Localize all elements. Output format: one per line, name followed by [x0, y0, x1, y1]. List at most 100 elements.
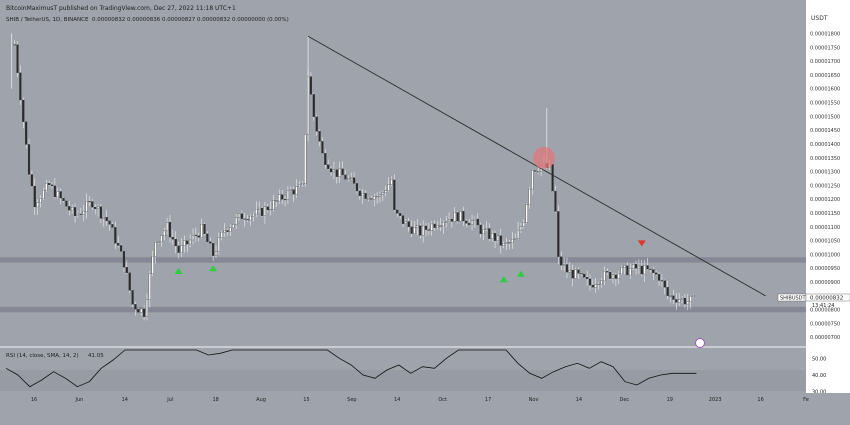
candle-body [378, 194, 382, 197]
candle-body [611, 274, 615, 279]
candle-body [99, 206, 102, 219]
candle-body [424, 225, 428, 230]
price-tick-label: 0.00001250 [810, 183, 840, 189]
candle-body [16, 44, 19, 73]
candle-body [191, 234, 195, 241]
candle-body [246, 219, 249, 221]
candle-body [137, 309, 140, 313]
candle-body [330, 168, 333, 173]
candle-body [577, 269, 580, 274]
candle-body [620, 267, 623, 275]
candle-body [436, 225, 439, 228]
candle-body [384, 190, 387, 193]
time-tick-label: 16 [31, 397, 37, 403]
candle-body [517, 229, 520, 239]
candle-body [183, 240, 186, 246]
candle-body [50, 184, 54, 186]
time-axis-panel[interactable] [0, 393, 850, 421]
candle-body [462, 211, 465, 222]
highlight-circle [532, 146, 555, 169]
price-tick-label: 0.00001350 [810, 156, 840, 162]
candle-body [128, 272, 131, 291]
price-tick-label: 0.00001700 [810, 59, 840, 65]
time-tick-label: Oct [438, 397, 447, 403]
candle-body [143, 308, 146, 317]
price-tick-label: 0.00001750 [810, 45, 840, 51]
price-tag-symbol: SHIBUSDT [780, 296, 807, 302]
candle-body [209, 241, 212, 244]
candle-body [166, 222, 169, 232]
support-zone [0, 306, 806, 313]
candle-body [410, 226, 413, 234]
candle-body [373, 196, 376, 200]
candle-body [413, 227, 416, 234]
event-icon[interactable] [695, 338, 705, 348]
candle-body [617, 273, 620, 279]
candle-body [203, 223, 206, 234]
candle-body [381, 192, 384, 195]
candle-body [672, 295, 675, 300]
candle-body [85, 201, 88, 212]
time-tick-label: 17 [485, 397, 491, 403]
candle-body [609, 272, 612, 279]
candle-body [102, 217, 105, 219]
candle-body [494, 233, 497, 241]
candle-body [396, 209, 399, 214]
trendline-layer [307, 35, 766, 297]
candle-body [249, 215, 252, 221]
price-tick-label: 0.00001300 [810, 170, 840, 176]
candle-body [519, 226, 522, 231]
candle-body [499, 235, 502, 246]
candle-body [568, 269, 571, 273]
candle-body [36, 202, 39, 208]
price-axis-panel[interactable] [806, 0, 850, 405]
candle-body [266, 206, 269, 211]
candle-body [338, 168, 341, 177]
candle-body [295, 186, 298, 195]
arrow-up-marker [499, 276, 508, 283]
candle-body [73, 207, 77, 216]
candle-body [393, 179, 396, 211]
candle-body [657, 274, 661, 281]
candle-body [485, 228, 488, 230]
candle-body [603, 271, 606, 281]
candle-body [226, 230, 229, 232]
symbol-line: SHIB / TetherUS, 1D, BINANCE [6, 17, 89, 23]
candle-body [422, 225, 425, 236]
candle-body [131, 290, 134, 305]
candle-body [151, 256, 154, 275]
candle-body [82, 211, 85, 215]
candle-body [59, 191, 62, 199]
candle-body [97, 206, 100, 209]
candle-body [177, 245, 180, 253]
candle-body [450, 219, 453, 222]
candle-body [468, 223, 471, 225]
rsi-tick-label: 50.00 [812, 356, 826, 362]
candle-body [637, 265, 640, 269]
candle-body [160, 235, 163, 242]
candle-body [482, 229, 485, 234]
price-tick-label: 0.00001450 [810, 128, 840, 134]
candle-body [335, 169, 338, 177]
candle-body [496, 235, 499, 241]
candle-body [666, 287, 669, 296]
arrow-up-marker [174, 267, 183, 274]
candle-body [53, 185, 56, 198]
candle-body [419, 225, 422, 236]
candle-body [580, 273, 583, 275]
candle-body [525, 204, 528, 223]
candle-body [439, 225, 442, 227]
candle-body [675, 299, 678, 303]
candle-body [332, 169, 336, 173]
candle-body [427, 229, 430, 231]
time-tick-label: Aug [256, 397, 266, 403]
candle-body [214, 250, 218, 256]
candle-body [433, 223, 436, 228]
candle-body [275, 200, 278, 202]
candle-body [148, 273, 151, 301]
candle-body [269, 209, 272, 211]
candle-body [312, 94, 315, 117]
